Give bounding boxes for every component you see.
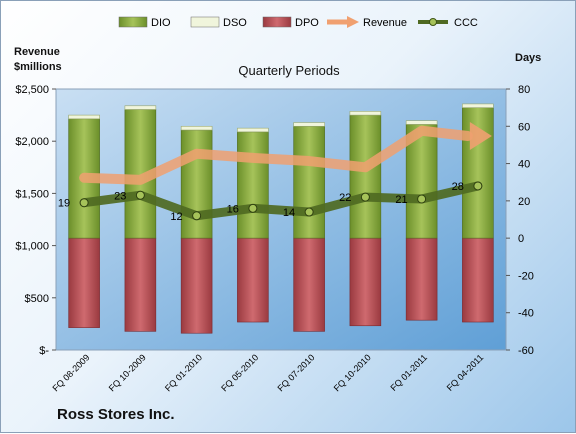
ccc-data-label: 28 <box>452 181 464 193</box>
x-tick-label: FQ 01-2011 <box>388 352 429 393</box>
bar-dpo <box>349 237 382 327</box>
left-tick-label: $500 <box>25 293 49 305</box>
x-tick-label: FQ 05-2010 <box>219 352 260 393</box>
ccc-point <box>304 207 314 217</box>
bar-dpo <box>405 237 438 321</box>
bar-dpo <box>180 237 213 334</box>
ccc-point <box>192 211 202 221</box>
bar-dio <box>293 125 325 239</box>
ccc-data-label: 21 <box>395 194 407 206</box>
bar-dso <box>124 105 157 110</box>
left-tick-label: $- <box>39 345 49 357</box>
ccc-point <box>135 190 145 200</box>
right-tick-label: 40 <box>518 159 530 171</box>
ccc-point <box>360 192 370 202</box>
ccc-point <box>248 203 258 213</box>
legend-swatch-dio <box>118 16 148 28</box>
bar-dso <box>405 120 438 125</box>
right-tick-label: 0 <box>518 233 524 245</box>
series-revenue-line <box>79 125 473 185</box>
left-axis-title: Revenue $millions <box>14 45 72 75</box>
left-tick-label: $2,000 <box>15 136 49 148</box>
bar-dso <box>293 122 325 127</box>
ccc-data-label: 19 <box>58 198 70 210</box>
x-tick-label: FQ 08-2009 <box>51 352 92 393</box>
series-ccc-line <box>79 181 483 221</box>
left-tick-label: $2,500 <box>15 84 49 96</box>
right-tick-label: -40 <box>518 308 534 320</box>
ccc-data-label: 12 <box>170 211 182 223</box>
x-tick-label: FQ 10-2009 <box>107 352 148 393</box>
x-tick-label: FQ 10-2010 <box>332 352 373 393</box>
bar-dso <box>462 103 494 108</box>
legend-label-dpo: DPO <box>295 17 319 29</box>
x-tick-label: FQ 01-2010 <box>163 352 204 393</box>
left-axis-title-text: Revenue $millions <box>14 46 62 73</box>
bar-dso <box>349 111 382 116</box>
right-tick-label: -20 <box>518 270 534 282</box>
chart-title: Quarterly Periods <box>238 63 340 78</box>
bar-dio <box>349 114 382 239</box>
x-tick-label: FQ 04-2011 <box>445 352 486 393</box>
bar-dpo <box>237 237 269 323</box>
legend-label-dso: DSO <box>223 17 247 29</box>
series-revenue-arrowhead <box>469 121 492 150</box>
bar-dpo <box>68 237 100 328</box>
bar-dpo <box>293 237 325 332</box>
bar-dso <box>237 127 269 133</box>
x-tick-label: FQ 07-2010 <box>276 352 317 393</box>
bar-dso <box>68 114 100 120</box>
ccc-point <box>473 181 483 191</box>
bar-dpo <box>462 237 494 323</box>
left-tick-label: $1,000 <box>15 241 49 253</box>
bar-dpo <box>124 237 157 332</box>
ccc-point <box>79 198 89 208</box>
bar-dio <box>237 131 269 239</box>
left-tick-label: $1,500 <box>15 188 49 200</box>
company-name: Ross Stores Inc. <box>57 406 175 423</box>
legend-label-revenue: Revenue <box>363 17 407 29</box>
legend-swatch-revenue-arrow <box>347 16 359 28</box>
legend-swatch-ccc-marker <box>429 18 437 26</box>
bar-dso <box>180 125 213 131</box>
ccc-point <box>417 194 427 204</box>
legend-label-ccc: CCC <box>454 17 478 29</box>
right-tick-label: -60 <box>518 345 534 357</box>
ccc-data-label: 23 <box>114 190 126 202</box>
legend-label-dio: DIO <box>151 17 171 29</box>
right-tick-label: 80 <box>518 84 530 96</box>
legend-swatch-dpo <box>262 16 292 28</box>
right-tick-label: 60 <box>518 121 530 133</box>
bar-dio <box>180 129 213 239</box>
right-tick-label: 20 <box>518 196 530 208</box>
legend-swatch-dso <box>190 16 220 28</box>
right-axis-title: Days <box>515 52 542 64</box>
ccc-data-label: 16 <box>227 203 239 215</box>
ccc-data-label: 22 <box>339 192 351 204</box>
ccc-data-label: 14 <box>283 207 295 219</box>
